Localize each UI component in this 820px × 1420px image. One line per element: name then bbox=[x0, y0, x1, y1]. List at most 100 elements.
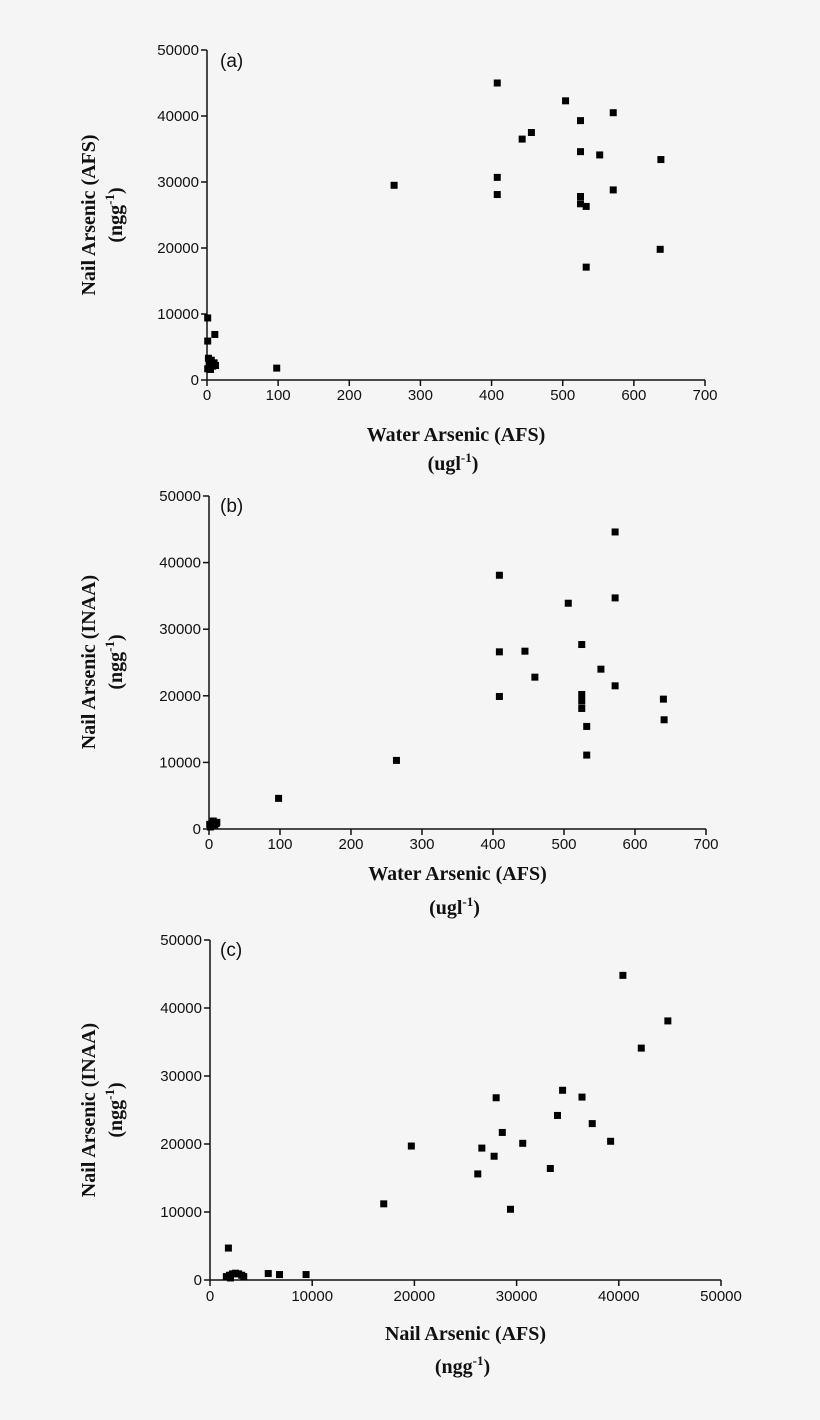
data-point bbox=[660, 716, 668, 724]
x-tick-label: 700 bbox=[692, 387, 717, 404]
x-tick-label: 100 bbox=[267, 836, 292, 853]
data-point bbox=[224, 1244, 232, 1252]
x-tick-label: 200 bbox=[337, 387, 362, 404]
data-point bbox=[273, 364, 281, 372]
panel-label: (c) bbox=[220, 940, 242, 961]
data-point bbox=[619, 971, 627, 979]
y-axis-unit: (ngg-1) bbox=[102, 634, 127, 689]
data-point bbox=[588, 1120, 596, 1128]
x-tick-label: 0 bbox=[205, 836, 213, 853]
y-axis-unit: (ngg-1) bbox=[102, 1082, 127, 1137]
data-point bbox=[578, 641, 586, 649]
data-point bbox=[657, 156, 665, 164]
y-tick-label: 40000 bbox=[160, 1000, 202, 1017]
x-tick-label: 30000 bbox=[496, 1288, 538, 1305]
data-point bbox=[212, 820, 220, 828]
x-axis-title: Nail Arsenic (AFS) bbox=[385, 1323, 546, 1345]
data-point bbox=[607, 1137, 615, 1145]
data-point bbox=[611, 682, 619, 690]
data-point bbox=[609, 186, 617, 194]
y-tick-label: 10000 bbox=[159, 754, 201, 771]
y-tick-label: 20000 bbox=[157, 240, 199, 257]
y-tick-label: 40000 bbox=[159, 555, 201, 572]
data-point bbox=[527, 129, 535, 136]
data-point bbox=[206, 823, 214, 831]
data-point bbox=[578, 697, 586, 705]
x-tick-label: 10000 bbox=[291, 1288, 333, 1305]
data-point bbox=[577, 148, 584, 156]
data-point bbox=[577, 200, 584, 208]
data-point bbox=[498, 1128, 506, 1136]
x-tick-label: 700 bbox=[693, 836, 718, 853]
x-tick-label: 400 bbox=[479, 387, 504, 404]
y-tick-label: 20000 bbox=[160, 1136, 202, 1153]
data-point bbox=[204, 337, 212, 345]
data-point bbox=[637, 1044, 645, 1052]
data-point bbox=[495, 692, 503, 700]
data-point bbox=[582, 263, 590, 271]
data-point bbox=[490, 1152, 498, 1160]
data-point bbox=[211, 330, 219, 338]
data-point bbox=[659, 695, 667, 703]
data-point bbox=[578, 1093, 586, 1101]
x-tick-label: 0 bbox=[206, 1288, 214, 1305]
y-tick-label: 0 bbox=[194, 1272, 202, 1289]
scatter-panel-c: 0 10000 20000 30000 40000 50000 0 10000 20000 300… bbox=[78, 932, 742, 1378]
x-tick-label: 40000 bbox=[598, 1288, 640, 1305]
data-point bbox=[390, 181, 398, 189]
y-tick-label: 20000 bbox=[159, 688, 201, 705]
data-point bbox=[546, 1164, 554, 1172]
data-point bbox=[493, 191, 501, 199]
y-tick-label: 10000 bbox=[157, 306, 199, 323]
data-point bbox=[583, 751, 591, 759]
x-tick-label: 300 bbox=[408, 387, 433, 404]
data-point bbox=[212, 361, 220, 369]
scatter-panel-a: 0 10000 20000 30000 40000 50000 0 100 200 300 400 5… bbox=[78, 42, 718, 475]
data-point bbox=[275, 794, 283, 802]
data-point bbox=[611, 528, 619, 536]
data-point bbox=[380, 1200, 388, 1208]
data-point bbox=[559, 1086, 567, 1094]
data-point bbox=[656, 245, 664, 253]
y-axis-title: Nail Arsenic (INAA) bbox=[78, 575, 100, 749]
y-axis-title: Nail Arsenic (INAA) bbox=[78, 1023, 100, 1197]
data-point bbox=[495, 571, 503, 579]
data-point bbox=[302, 1271, 310, 1279]
data-point bbox=[562, 97, 570, 105]
x-tick-label: 400 bbox=[480, 836, 505, 853]
y-tick-label: 50000 bbox=[159, 488, 201, 505]
data-point bbox=[564, 599, 572, 607]
x-axis-title: Water Arsenic (AFS) bbox=[368, 863, 547, 885]
data-point bbox=[578, 704, 586, 712]
y-tick-label: 40000 bbox=[157, 108, 199, 125]
data-point bbox=[392, 756, 400, 764]
x-tick-label: 500 bbox=[551, 836, 576, 853]
data-point bbox=[204, 314, 212, 322]
data-point bbox=[597, 665, 605, 673]
x-tick-label: 50000 bbox=[700, 1288, 742, 1305]
data-point bbox=[207, 365, 215, 373]
data-point bbox=[506, 1205, 514, 1213]
y-axis-unit: (ngg-1) bbox=[102, 187, 127, 242]
panel-label: (b) bbox=[220, 496, 243, 517]
x-tick-label: 300 bbox=[409, 836, 434, 853]
data-point bbox=[478, 1144, 486, 1152]
data-point bbox=[531, 673, 539, 681]
y-tick-label: 50000 bbox=[160, 932, 202, 949]
y-tick-label: 30000 bbox=[160, 1068, 202, 1085]
scatter-panel-b: 0 10000 20000 30000 40000 50000 0 100 200 300 400 5… bbox=[78, 488, 719, 919]
y-tick-label: 0 bbox=[191, 372, 199, 389]
data-point bbox=[582, 202, 590, 210]
x-axis-unit: (ngg-1) bbox=[435, 1353, 490, 1378]
panel-label: (a) bbox=[220, 51, 243, 72]
y-tick-label: 10000 bbox=[160, 1204, 202, 1221]
data-point bbox=[205, 361, 213, 369]
x-tick-label: 200 bbox=[338, 836, 363, 853]
x-axis-unit: (ugl-1) bbox=[429, 894, 480, 919]
data-point bbox=[240, 1273, 248, 1281]
data-point bbox=[407, 1142, 415, 1150]
data-point bbox=[275, 1271, 283, 1279]
x-tick-label: 600 bbox=[621, 387, 646, 404]
data-point bbox=[578, 690, 586, 698]
